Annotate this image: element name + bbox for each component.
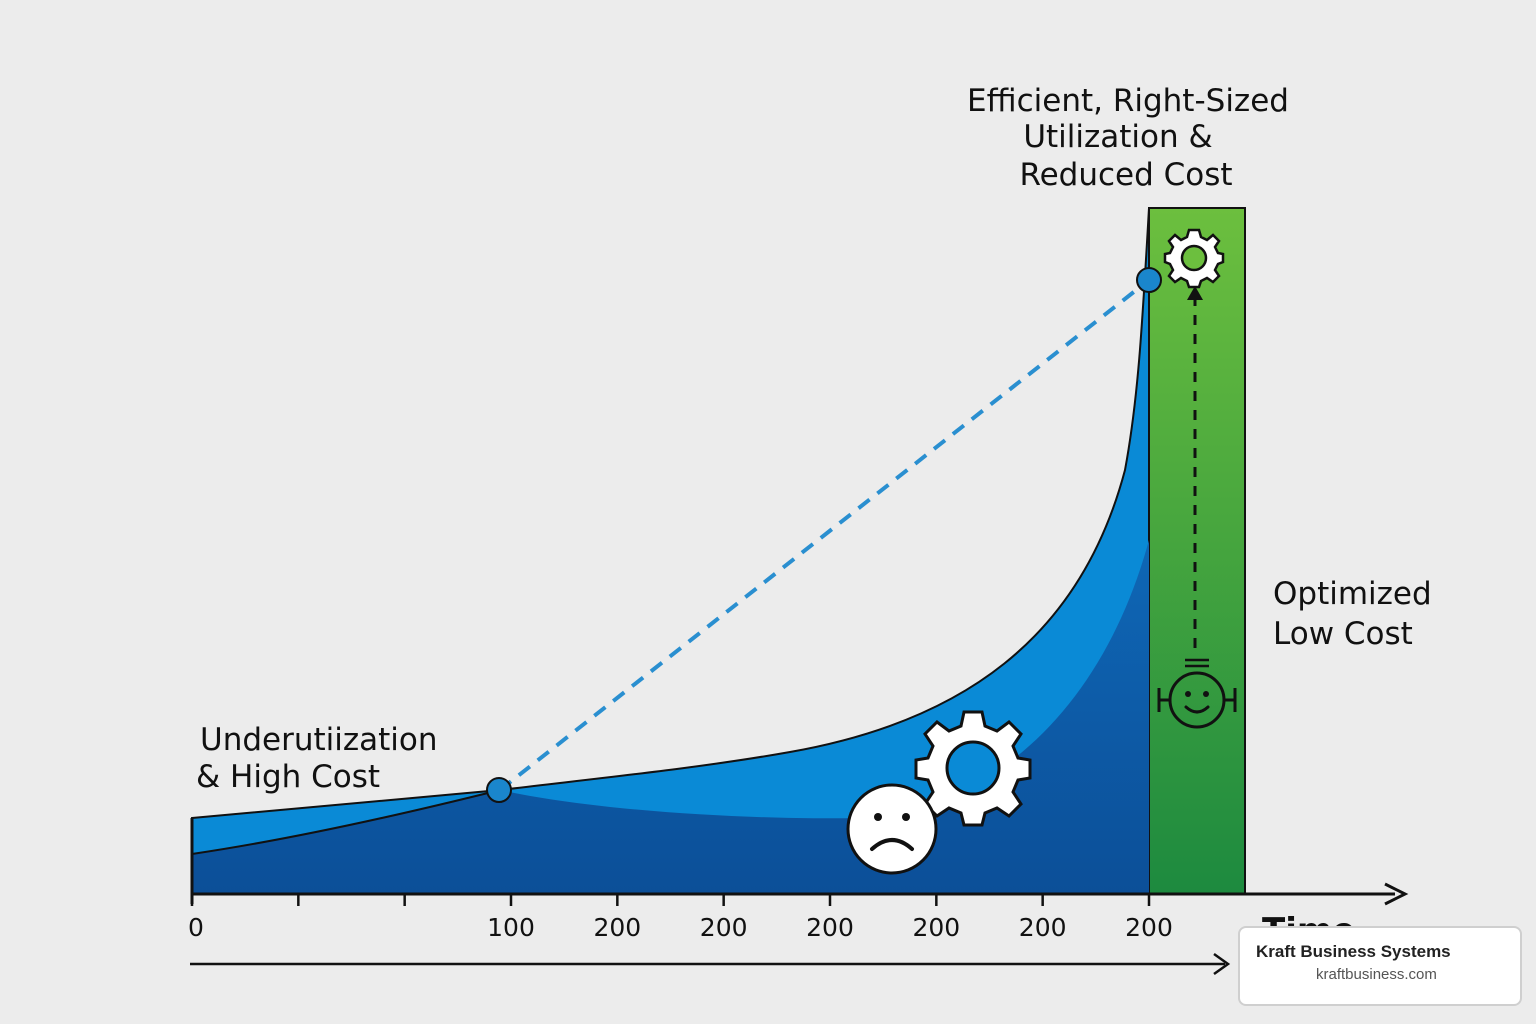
tick-labels: 0 100 200 200 200 200 200 200	[188, 913, 1173, 942]
tick-marks	[190, 894, 1151, 906]
x-tick-label: 200	[700, 913, 748, 942]
watermark-url: kraftbusiness.com	[1316, 966, 1437, 983]
annotation-top-line-2: Utilization &	[1023, 119, 1212, 155]
x-axis-arrowhead	[1384, 882, 1409, 906]
annotation-right-line-1: Optimized	[1273, 576, 1432, 612]
x-tick-label: 200	[1125, 913, 1173, 942]
annotation-left-line-2: & High Cost	[196, 759, 380, 795]
annotation-left-line-1: Underutiization	[200, 722, 438, 758]
lower-curve-line	[191, 789, 501, 855]
dark-area	[192, 540, 1149, 894]
annotation-right-line-2: Low Cost	[1273, 616, 1413, 652]
watermark-company: Kraft Business Systems	[1256, 942, 1451, 961]
x-tick-label: 200	[806, 913, 854, 942]
annotation-top-line-1: Efficient, Right-Sized	[967, 83, 1289, 119]
x-tick-label: 200	[1019, 913, 1067, 942]
sad-face-icon	[846, 783, 938, 875]
smile-face-icon	[1157, 658, 1237, 729]
annotation-top-line-3: Reduced Cost	[1019, 157, 1232, 193]
trend-dashed-line	[498, 278, 1151, 792]
watermark-card: Kraft Business Systems kraftbusiness.com	[1238, 926, 1522, 1006]
x-tick-label: 0	[188, 913, 204, 942]
up-arrow-icon	[1187, 286, 1203, 648]
timeline-arrowhead	[1213, 952, 1231, 976]
x-tick-label: 200	[593, 913, 641, 942]
x-tick-label: 100	[487, 913, 535, 942]
gear-small-icon	[1163, 228, 1225, 289]
x-tick-label: 200	[912, 913, 960, 942]
gear-icon	[914, 710, 1032, 827]
marker-point-100	[486, 777, 512, 803]
marker-point-200	[1136, 267, 1162, 293]
light-area	[191, 207, 1150, 895]
optimized-band	[1148, 207, 1246, 895]
